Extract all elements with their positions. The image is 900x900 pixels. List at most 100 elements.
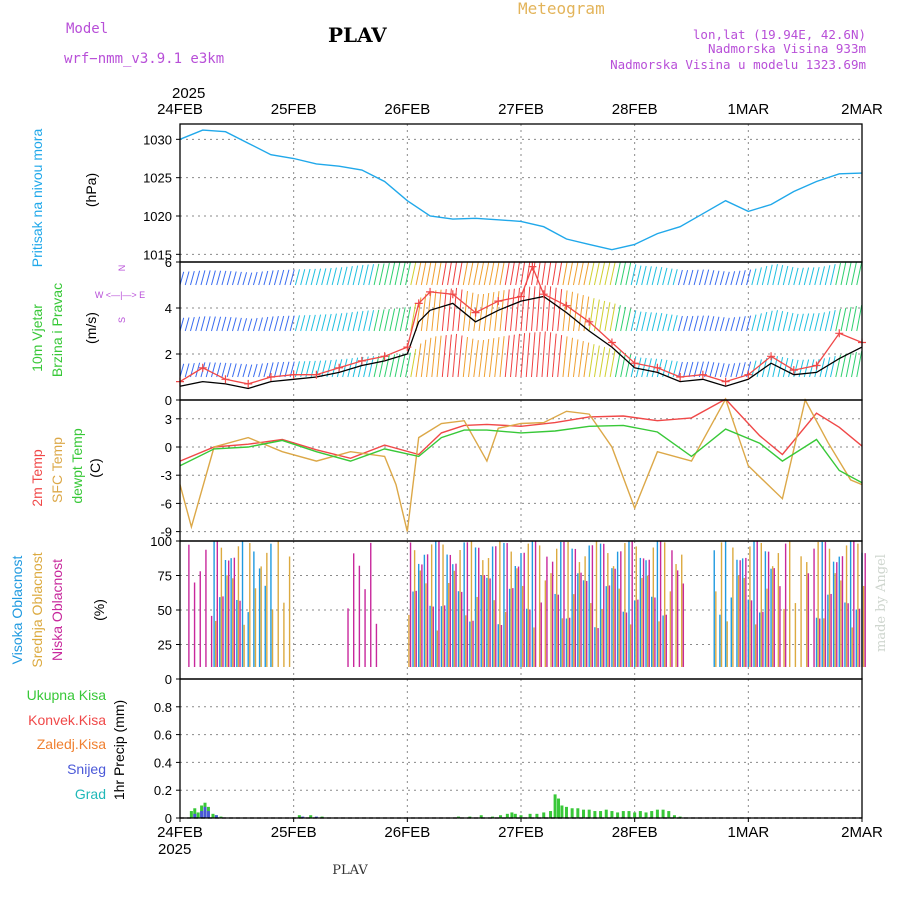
rain-bar <box>553 794 557 818</box>
snow-bar <box>206 811 210 818</box>
time-tick-label-bottom: 26FEB <box>384 824 430 841</box>
time-tick-label-bottom: 2MAR <box>841 824 883 841</box>
wind-arrow <box>593 261 600 286</box>
wind-arrow <box>567 337 574 378</box>
wind-arrow <box>541 285 546 332</box>
wind-arrow <box>331 267 337 286</box>
wind-arrow <box>756 313 762 332</box>
wind-arrow <box>599 300 606 332</box>
rain-bar <box>560 805 564 818</box>
wind-arrow <box>851 305 857 332</box>
lonlat-label: lon,lat (19.94E, 42.6N) <box>693 27 866 42</box>
wind-arrow <box>588 344 595 378</box>
rain-bar <box>593 811 597 818</box>
wind-arrow <box>761 311 768 332</box>
y-tick-label: 1025 <box>143 171 172 186</box>
model-label: Model <box>66 21 108 37</box>
wind-gust-marker <box>676 373 685 381</box>
wind-arrow <box>231 363 237 378</box>
wind-unit: (m/s) <box>83 312 99 344</box>
wind-arrow <box>803 313 810 332</box>
year-bottom: 2025 <box>158 841 191 858</box>
wind-arrow <box>294 315 300 332</box>
rain-bar <box>576 808 580 818</box>
pressure-line <box>179 129 863 251</box>
wind-arrow <box>583 296 590 332</box>
wind-arrow <box>205 316 211 332</box>
wind-arrow <box>373 309 380 332</box>
wind-arrow <box>305 314 311 332</box>
wind-arrow <box>473 261 479 286</box>
wind-arrow <box>851 261 857 286</box>
wind-arrow <box>698 269 704 286</box>
wind-arrow <box>426 337 432 378</box>
wind-arrow <box>662 313 668 332</box>
wind-arrow <box>520 333 526 378</box>
pressure-unit: (hPa) <box>83 173 99 207</box>
wind-arrow <box>719 317 725 332</box>
wind-gust-marker <box>562 301 571 310</box>
wind-arrow <box>646 312 652 332</box>
compass-n: N <box>117 265 127 272</box>
wind-arrow <box>520 261 526 286</box>
y-tick-label: 0.6 <box>154 728 172 743</box>
wind-arrow <box>210 270 216 286</box>
wind-arrow <box>195 316 201 332</box>
wind-arrow <box>761 265 768 286</box>
wind-arrow <box>515 261 520 286</box>
wind-arrow <box>447 261 452 286</box>
wind-arrow <box>756 359 762 378</box>
y-tick-label: 0.4 <box>154 755 172 770</box>
wind-arrow <box>599 261 606 286</box>
wind-title-2: Brzina i Pravac <box>49 283 65 377</box>
wind-arrow <box>373 263 380 286</box>
wind-arrow <box>614 261 621 286</box>
wind-arrow <box>824 311 831 332</box>
wind-arrow <box>279 361 285 378</box>
wind-arrow <box>378 355 385 378</box>
wind-gust-marker <box>630 359 639 368</box>
altitude-label: Nadmorska Visina 933m <box>708 41 866 56</box>
wind-arrow <box>614 351 621 378</box>
y-tick-label: 75 <box>158 569 172 584</box>
wind-arrow <box>410 348 417 378</box>
wind-arrow <box>252 271 258 286</box>
wind-arrow <box>635 357 642 378</box>
wind-arrow <box>394 353 401 378</box>
wind-arrow <box>835 308 842 332</box>
rain-bar <box>491 816 495 818</box>
sfc-temp-line <box>179 397 863 532</box>
wind-arrow <box>394 307 401 332</box>
wind-arrow <box>336 267 343 286</box>
footer-title: PLAV <box>332 863 368 878</box>
wind-arrow <box>557 289 563 332</box>
wind-arrow <box>562 261 568 286</box>
wind-arrow <box>489 292 495 332</box>
rain-bar <box>468 816 472 818</box>
wind-gust-marker <box>289 370 298 379</box>
wind-arrow <box>730 317 736 332</box>
wind-gust-marker <box>789 366 798 375</box>
wind-arrow <box>263 270 269 286</box>
wind-arrow <box>557 261 563 286</box>
rain-bar <box>667 811 671 818</box>
wind-arrow <box>845 261 852 286</box>
wind-arrow <box>263 316 269 332</box>
wind-arrow <box>646 358 652 378</box>
rain-bar <box>211 813 215 818</box>
rain-bar <box>650 811 654 818</box>
wind-arrow <box>310 268 316 286</box>
time-tick-label-top: 2MAR <box>841 101 883 118</box>
wind-arrow <box>510 261 515 286</box>
wind-arrow <box>798 313 804 332</box>
wind-arrow <box>609 349 616 378</box>
rain-bar <box>542 812 546 818</box>
wind-arrow <box>457 261 463 286</box>
y-tick-label: 0.2 <box>154 783 172 798</box>
wind-arrow <box>268 270 274 286</box>
panel-5-frame <box>179 678 863 819</box>
wind-arrow <box>819 266 825 286</box>
wind-arrow <box>510 334 515 378</box>
wind-arrow <box>562 290 568 332</box>
wind-arrow <box>462 261 468 286</box>
